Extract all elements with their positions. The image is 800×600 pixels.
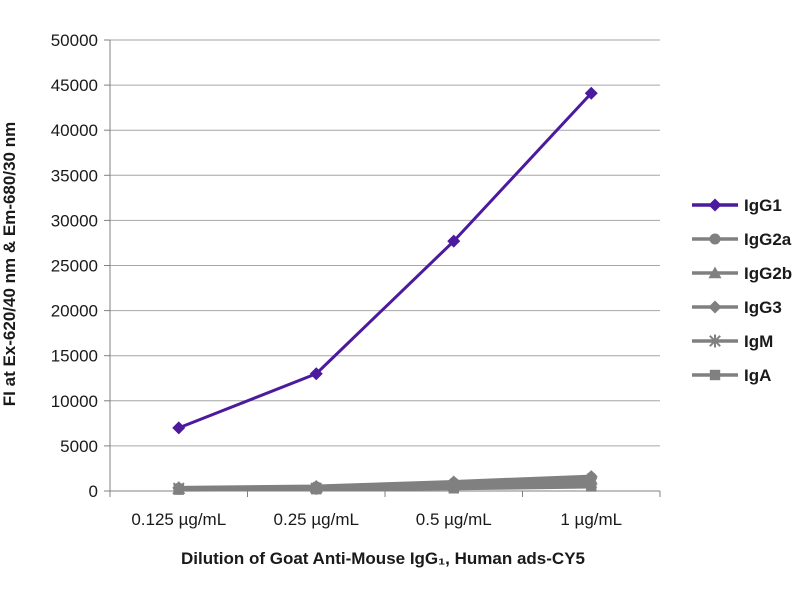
y-tick-label: 10000 <box>51 392 98 411</box>
y-axis-title: FI at Ex-620/40 nm & Em-680/30 nm <box>0 122 19 406</box>
gridlines <box>110 39 660 447</box>
legend-item-igm: IgM <box>692 332 773 351</box>
legend-label: IgG2a <box>744 230 792 249</box>
legend-marker <box>708 198 722 212</box>
y-tick-label: 30000 <box>51 211 98 230</box>
x-tick-label: 0.5 µg/mL <box>416 510 492 529</box>
y-tick-label: 35000 <box>51 166 98 185</box>
legend-item-igg2b: IgG2b <box>692 264 792 283</box>
x-tick-label: 0.125 µg/mL <box>131 510 226 529</box>
data-point <box>586 481 597 492</box>
y-tick-label: 0 <box>89 482 98 501</box>
x-tick-label: 0.25 µg/mL <box>274 510 359 529</box>
legend: IgG1 IgG2a IgG2b IgG3 IgM IgA <box>692 196 792 385</box>
data-point <box>584 86 598 100</box>
legend-label: IgG1 <box>744 196 782 215</box>
legend-item-igg1: IgG1 <box>692 196 782 215</box>
legend-marker <box>709 233 721 245</box>
y-tick-label: 20000 <box>51 302 98 321</box>
x-axis-title: Dilution of Goat Anti-Mouse IgG₁, Human … <box>181 549 585 568</box>
series-line <box>178 484 592 492</box>
y-tick-label: 40000 <box>51 121 98 140</box>
legend-marker <box>708 266 722 279</box>
x-tick-label: 1 µg/mL <box>560 510 622 529</box>
legend-label: IgA <box>744 366 771 385</box>
legend-marker <box>709 369 721 381</box>
legend-marker <box>709 334 721 348</box>
y-tick-label: 5000 <box>60 437 98 456</box>
legend-label: IgM <box>744 332 773 351</box>
legend-item-igg3: IgG3 <box>692 298 782 317</box>
legend-item-iga: IgA <box>692 366 771 385</box>
data-point <box>448 483 459 494</box>
data-point <box>447 234 461 248</box>
data-point <box>173 484 184 495</box>
legend-label: IgG3 <box>744 298 782 317</box>
legend-marker <box>708 300 722 314</box>
y-tick-labels: 0 5000 10000 15000 20000 25000 30000 35000 40000… <box>51 31 98 501</box>
series <box>172 86 598 495</box>
legend-label: IgG2b <box>744 264 792 283</box>
x-tick-labels: 0.125 µg/mL 0.25 µg/mL 0.5 µg/mL 1 µg/mL <box>131 510 622 529</box>
y-tick-label: 15000 <box>51 347 98 366</box>
data-point <box>309 367 323 381</box>
series-line <box>178 92 593 430</box>
y-tick-label: 25000 <box>51 257 98 276</box>
y-tick-label: 45000 <box>51 76 98 95</box>
data-point <box>311 483 322 495</box>
series-igg1 <box>172 86 598 435</box>
data-point <box>172 421 186 435</box>
y-tick-label: 50000 <box>51 31 98 50</box>
axes <box>104 39 661 497</box>
legend-item-igg2a: IgG2a <box>692 230 792 249</box>
series-iga <box>173 481 597 495</box>
